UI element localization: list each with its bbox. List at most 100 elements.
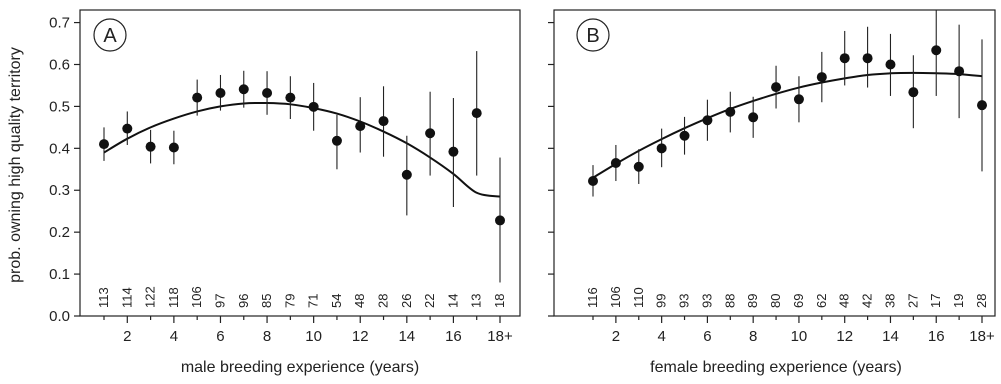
panel-a-y-axis: 0.0 0.1 0.2 0.3 0.4 0.5 0.6 0.7 bbox=[49, 15, 80, 325]
panel-b-n-label: 110 bbox=[631, 287, 646, 308]
panel-b-x-tick-label: 14 bbox=[882, 328, 899, 345]
panel-b-data-point bbox=[793, 94, 804, 105]
panel-b-data-point bbox=[862, 53, 873, 64]
panel-a-x-tick-label: 6 bbox=[216, 328, 224, 345]
panel-b-points bbox=[588, 45, 987, 187]
panel-b-data-point bbox=[977, 100, 987, 111]
panel-a-y-tick-label: 0.6 bbox=[49, 56, 70, 73]
panel-a-data-point bbox=[238, 84, 249, 95]
panel-a-y-tick-label: 0.0 bbox=[49, 308, 70, 325]
panel-a-y-tick-label: 0.7 bbox=[49, 15, 70, 32]
panel-b-n-label: 42 bbox=[860, 294, 875, 308]
panel-b-n-label: 99 bbox=[654, 294, 669, 308]
panel-a-data-point bbox=[401, 169, 412, 180]
panel-a-x-tick-label: 16 bbox=[445, 328, 462, 345]
panel-a-n-label: 114 bbox=[119, 287, 134, 308]
panel-a-data-point bbox=[262, 87, 273, 98]
panel-a-x-tick-label: 8 bbox=[263, 328, 271, 345]
panel-a-data-point bbox=[495, 215, 505, 226]
panel-b-x-tick-label: 2 bbox=[612, 328, 620, 345]
panel-a-data-point bbox=[448, 146, 459, 157]
panel-a-n-label: 48 bbox=[352, 294, 367, 308]
panel-b-n-label: 62 bbox=[814, 294, 829, 308]
panel-b-n-label: 17 bbox=[928, 294, 943, 308]
panel-a: 0.0 0.1 0.2 0.3 0.4 0.5 0.6 0.7 2 4 6 8 10 12 14 16 18+… bbox=[7, 9, 521, 376]
panel-a-x-tick-label: 10 bbox=[305, 328, 322, 345]
panel-a-y-tick-label: 0.4 bbox=[49, 140, 70, 157]
y-axis-label: prob. owning high quality territory bbox=[7, 47, 24, 283]
panel-b-error-bars bbox=[592, 10, 983, 197]
panel-a-y-tick-label: 0.2 bbox=[49, 224, 70, 241]
panel-b-n-label: 93 bbox=[699, 294, 714, 308]
panel-a-x-axis: 2 4 6 8 10 12 14 16 18+ bbox=[103, 316, 513, 345]
panel-b-x-tick-label: 18+ bbox=[969, 328, 995, 345]
panel-b-data-point bbox=[725, 106, 736, 117]
panel-b-n-label: 80 bbox=[768, 294, 783, 308]
panel-a-n-label: 71 bbox=[306, 294, 321, 308]
panel-a-x-tick-label: 4 bbox=[170, 328, 178, 345]
panel-a-n-label: 97 bbox=[212, 294, 227, 308]
panel-b-fit-curve bbox=[592, 71, 983, 179]
panel-a-frame bbox=[79, 9, 521, 317]
panel-b-x-tick-label: 16 bbox=[928, 328, 945, 345]
panel-b-y-axis bbox=[548, 21, 554, 317]
panel-b-data-point bbox=[748, 112, 759, 123]
panel-a-n-label: 26 bbox=[399, 294, 414, 308]
panel-a-data-point bbox=[145, 141, 156, 152]
panel-a-data-point bbox=[285, 92, 296, 103]
panel-a-points bbox=[99, 84, 505, 226]
panel-b-n-label: 69 bbox=[791, 294, 806, 308]
panel-b-x-axis: 2 4 6 8 10 12 14 16 18+ bbox=[592, 316, 995, 345]
panel-b-data-point bbox=[885, 59, 896, 70]
panel-a-y-tick-label: 0.1 bbox=[49, 266, 70, 283]
panel-b-x-tick-label: 4 bbox=[657, 328, 665, 345]
panel-b-x-tick-label: 8 bbox=[749, 328, 757, 345]
panel-b-n-label: 93 bbox=[677, 294, 692, 308]
panel-b-data-point bbox=[610, 158, 621, 168]
panel-a-y-tick-label: 0.3 bbox=[49, 182, 70, 199]
panel-a-n-label: 14 bbox=[445, 294, 460, 308]
panel-a-x-label: male breeding experience (years) bbox=[181, 359, 419, 376]
panel-a-n-label: 106 bbox=[189, 286, 204, 308]
panel-b-sample-sizes: 116 106 110 99 93 93 88 89 80 69 62 48 42 38 27 17 19 28 bbox=[585, 286, 989, 308]
panel-a-n-label: 13 bbox=[469, 294, 484, 308]
panel-a-n-label: 96 bbox=[236, 294, 251, 308]
panel-a-data-point bbox=[215, 87, 226, 98]
panel-a-n-label: 85 bbox=[259, 294, 274, 308]
panel-b-data-point bbox=[702, 115, 713, 126]
panel-a-data-point bbox=[308, 101, 319, 112]
panel-b-n-label: 28 bbox=[974, 294, 989, 308]
panel-a-data-point bbox=[425, 128, 436, 139]
panel-a-n-label: 18 bbox=[492, 294, 507, 308]
panel-a-n-label: 113 bbox=[96, 287, 111, 308]
panel-a-n-label: 79 bbox=[282, 294, 297, 308]
panel-a-n-label: 118 bbox=[166, 287, 181, 308]
panel-b-n-label: 38 bbox=[882, 294, 897, 308]
panel-a-data-point bbox=[122, 123, 133, 134]
panel-a-x-tick-label: 18+ bbox=[487, 328, 513, 345]
panel-a-x-tick-label: 14 bbox=[398, 328, 415, 345]
panel-b-n-label: 116 bbox=[585, 287, 600, 308]
panel-a-error-bars bbox=[103, 51, 501, 283]
panel-a-x-tick-label: 2 bbox=[123, 328, 131, 345]
panel-a-n-label: 54 bbox=[329, 294, 344, 308]
panel-a-letter-circle bbox=[93, 18, 127, 52]
panel-a-data-point bbox=[168, 142, 179, 153]
panel-a-data-point bbox=[331, 135, 342, 146]
panel-a-data-point bbox=[355, 121, 366, 132]
panel-b-data-point bbox=[588, 176, 598, 187]
panel-a-fit-curve bbox=[103, 101, 501, 198]
panel-a-y-tick-label: 0.5 bbox=[49, 98, 70, 115]
panel-b-n-label: 88 bbox=[722, 294, 737, 308]
panel-a-n-label: 28 bbox=[376, 294, 391, 308]
panel-a-n-label: 122 bbox=[143, 286, 158, 308]
panel-b-n-label: 89 bbox=[745, 294, 760, 308]
panel-a-n-label: 22 bbox=[422, 294, 437, 308]
panel-b-data-point bbox=[839, 53, 850, 64]
panel-a-data-point bbox=[471, 108, 482, 119]
panel-a-data-point bbox=[378, 116, 389, 127]
panel-b: 2 4 6 8 10 12 14 16 18+ 116 106 110 99 93 93 88 89 80 69 6… bbox=[548, 9, 996, 376]
panel-b-data-point bbox=[931, 45, 942, 56]
panel-b-letter-circle bbox=[576, 18, 610, 52]
